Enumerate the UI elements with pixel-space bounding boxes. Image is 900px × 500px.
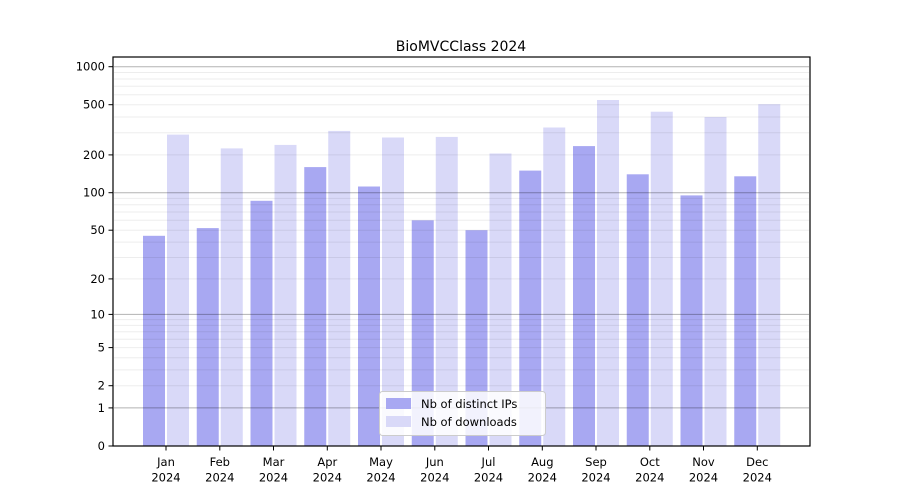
- y-tick-label: 0: [98, 439, 105, 453]
- legend-swatch-distinct-ips: [386, 398, 411, 409]
- bar-jul-downloads: [489, 153, 512, 446]
- chart-title: BioMVCClass 2024: [396, 39, 526, 55]
- y-tick-label: 50: [90, 223, 105, 237]
- legend: Nb of distinct IPs Nb of downloads: [379, 391, 546, 436]
- x-tick-label: Oct 2024: [635, 455, 664, 485]
- legend-box: [379, 391, 546, 436]
- bar-feb-distinct-ips: [196, 228, 219, 446]
- bar-dec-downloads: [758, 104, 781, 446]
- bar-feb-downloads: [220, 148, 243, 446]
- x-tick-label: Aug 2024: [528, 455, 557, 485]
- bar-nov-downloads: [704, 117, 727, 446]
- bar-oct-distinct-ips: [626, 174, 649, 447]
- bar-may-distinct-ips: [358, 186, 380, 446]
- bar-jan-distinct-ips: [143, 235, 165, 446]
- x-tick-label: Jul 2024: [474, 455, 503, 485]
- bar-dec-distinct-ips: [734, 176, 757, 447]
- x-tick-label: May 2024: [366, 455, 395, 485]
- grid-layer: [114, 66, 809, 409]
- x-tick-label: Jan 2024: [151, 455, 180, 485]
- y-tick-label: 200: [83, 148, 105, 162]
- bar-jun-downloads: [435, 136, 458, 446]
- legend-label-downloads: Nb of downloads: [421, 415, 517, 429]
- x-axis: Jan 2024 Feb 2024 Mar 2024 Apr 2024 May 2024 Jun 20…: [151, 446, 772, 485]
- bar-apr-downloads: [328, 130, 351, 446]
- bars-layer: [143, 100, 781, 447]
- bar-nov-distinct-ips: [680, 195, 703, 446]
- bar-mar-distinct-ips: [250, 200, 273, 446]
- bar-jun-distinct-ips: [411, 220, 434, 446]
- bar-may-downloads: [382, 137, 404, 446]
- plot-border: [112, 56, 811, 447]
- legend-label-distinct-ips: Nb of distinct IPs: [421, 397, 517, 411]
- y-tick-label: 100: [83, 186, 105, 200]
- x-tick-label: Dec 2024: [743, 455, 772, 485]
- y-tick-label: 500: [83, 98, 105, 112]
- x-tick-label: Apr 2024: [313, 455, 342, 485]
- bar-mar-downloads: [274, 144, 297, 446]
- y-tick-label: 10: [90, 307, 105, 321]
- bar-oct-downloads: [650, 111, 673, 446]
- bar-sep-distinct-ips: [573, 146, 595, 446]
- bar-jan-downloads: [167, 134, 189, 446]
- x-tick-label: Jun 2024: [420, 455, 449, 485]
- bar-aug-downloads: [543, 127, 566, 446]
- bar-apr-distinct-ips: [304, 167, 327, 446]
- x-tick-label: Nov 2024: [689, 455, 718, 485]
- y-tick-label: 20: [90, 272, 105, 286]
- y-tick-label: 1: [98, 401, 105, 415]
- y-tick-label: 2: [98, 379, 105, 393]
- y-tick-label: 1000: [76, 60, 105, 74]
- bar-aug-distinct-ips: [519, 170, 542, 446]
- bar-sep-downloads: [597, 100, 619, 446]
- x-tick-label: Feb 2024: [205, 455, 234, 485]
- legend-swatch-downloads: [386, 416, 411, 427]
- x-tick-label: Mar 2024: [259, 455, 288, 485]
- x-tick-label: Sep 2024: [581, 455, 610, 485]
- y-tick-label: 5: [98, 341, 105, 355]
